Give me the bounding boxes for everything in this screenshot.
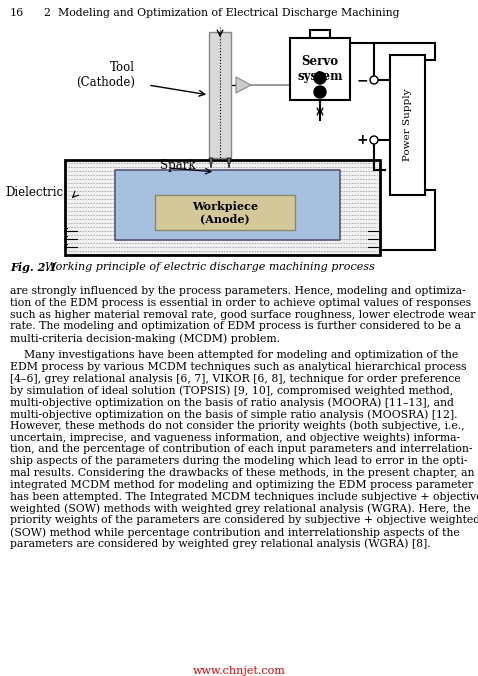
Bar — [209, 32, 231, 158]
Circle shape — [314, 72, 326, 84]
Text: tion of the EDM process is essential in order to achieve optimal values of respo: tion of the EDM process is essential in … — [10, 298, 471, 308]
Circle shape — [370, 76, 378, 84]
Bar — [115, 170, 340, 240]
Text: multi-objective optimization on the basis of simple ratio analysis (MOOSRA) [12]: multi-objective optimization on the basi… — [10, 409, 457, 420]
Text: parameters are considered by weighted grey relational analysis (WGRA) [8].: parameters are considered by weighted gr… — [10, 539, 431, 550]
Text: Many investigations have been attempted for modeling and optimization of the: Many investigations have been attempted … — [10, 350, 458, 360]
Text: Power Supply: Power Supply — [403, 89, 412, 162]
Polygon shape — [209, 158, 213, 168]
Text: multi-criteria decision-making (MCDM) problem.: multi-criteria decision-making (MCDM) pr… — [10, 333, 280, 344]
Text: such as higher material removal rate, good surface roughness, lower electrode we: such as higher material removal rate, go… — [10, 310, 476, 320]
Text: EDM process by various MCDM techniques such as analytical hierarchical process: EDM process by various MCDM techniques s… — [10, 362, 467, 372]
Text: Servo
system: Servo system — [297, 55, 343, 83]
Text: 2  Modeling and Optimization of Electrical Discharge Machining: 2 Modeling and Optimization of Electrica… — [44, 8, 400, 18]
Polygon shape — [236, 77, 251, 93]
Bar — [155, 195, 295, 230]
Text: Spark: Spark — [160, 158, 196, 172]
Bar — [290, 38, 350, 100]
Text: by simulation of ideal solution (TOPSIS) [9, 10], compromised weighted method,: by simulation of ideal solution (TOPSIS)… — [10, 385, 453, 396]
Text: 16: 16 — [10, 8, 24, 18]
Text: multi-objective optimization on the basis of ratio analysis (MOORA) [11–13], and: multi-objective optimization on the basi… — [10, 397, 454, 408]
Text: −: − — [356, 73, 368, 87]
Text: ship aspects of the parameters during the modeling which lead to error in the op: ship aspects of the parameters during th… — [10, 456, 467, 466]
Text: has been attempted. The Integrated MCDM techniques include subjective + objectiv: has been attempted. The Integrated MCDM … — [10, 491, 478, 502]
Bar — [390, 55, 425, 195]
Text: +: + — [356, 133, 368, 147]
Text: Workpiece
(Anode): Workpiece (Anode) — [192, 201, 258, 224]
Text: Dielectric: Dielectric — [5, 185, 63, 199]
Circle shape — [314, 86, 326, 98]
Text: weighted (SOW) methods with weighted grey relational analysis (WGRA). Here, the: weighted (SOW) methods with weighted gre… — [10, 504, 470, 514]
Text: rate. The modeling and optimization of EDM process is further considered to be a: rate. The modeling and optimization of E… — [10, 321, 461, 331]
Bar — [65, 160, 380, 255]
Text: Working principle of electric discharge machining process: Working principle of electric discharge … — [38, 262, 375, 272]
Text: www.chnjet.com: www.chnjet.com — [193, 666, 285, 676]
Polygon shape — [227, 158, 231, 168]
Bar — [65, 160, 380, 255]
Circle shape — [370, 136, 378, 144]
Text: However, these methods do not consider the priority weights (both subjective, i.: However, these methods do not consider t… — [10, 420, 465, 431]
Text: Tool
(Cathode): Tool (Cathode) — [76, 61, 135, 89]
Text: mal results. Considering the drawbacks of these methods, in the present chapter,: mal results. Considering the drawbacks o… — [10, 468, 475, 478]
Text: integrated MCDM method for modeling and optimizing the EDM process parameter: integrated MCDM method for modeling and … — [10, 480, 473, 490]
Text: Fig. 2.1: Fig. 2.1 — [10, 262, 57, 273]
Text: (SOW) method while percentage contribution and interrelationship aspects of the: (SOW) method while percentage contributi… — [10, 527, 460, 537]
Text: [4–6], grey relational analysis [6, 7], VIKOR [6, 8], technique for order prefer: [4–6], grey relational analysis [6, 7], … — [10, 374, 461, 383]
Text: tion, and the percentage of contribution of each input parameters and interrelat: tion, and the percentage of contribution… — [10, 444, 472, 454]
Text: are strongly influenced by the process parameters. Hence, modeling and optimiza-: are strongly influenced by the process p… — [10, 286, 466, 296]
Text: priority weights of the parameters are considered by subjective + objective weig: priority weights of the parameters are c… — [10, 515, 478, 525]
Text: uncertain, imprecise, and vagueness information, and objective weights) informa-: uncertain, imprecise, and vagueness info… — [10, 433, 460, 443]
